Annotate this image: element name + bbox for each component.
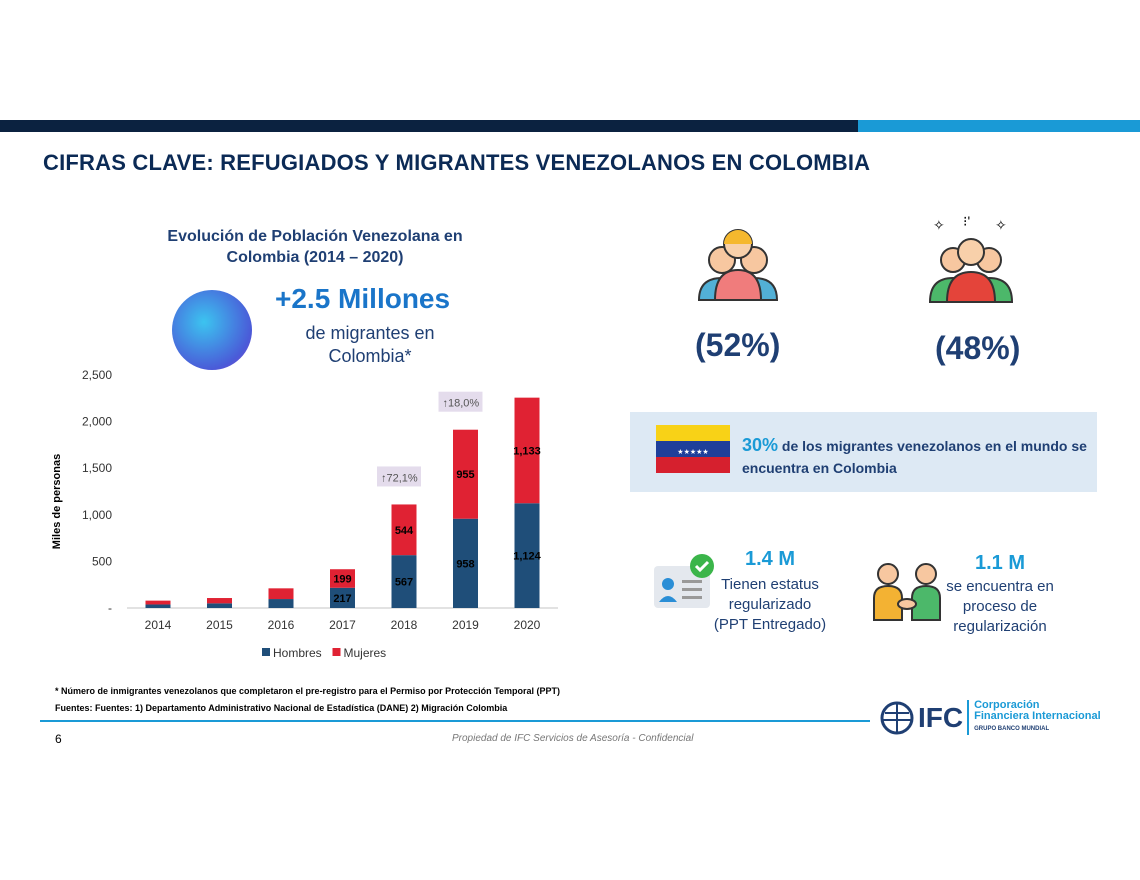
data-label: 567 xyxy=(395,577,413,589)
data-label: 958 xyxy=(456,558,474,570)
bar-hombres-2016 xyxy=(268,599,294,608)
bar-mujeres-2014 xyxy=(145,600,171,605)
svg-text:✧: ✧ xyxy=(995,217,1007,233)
bar-hombres-2014 xyxy=(145,604,171,608)
ifc-mark: IFC xyxy=(918,701,964,733)
growth-badge xyxy=(438,391,483,412)
data-label: 1,133 xyxy=(513,445,541,457)
bar-hombres-2017 xyxy=(330,587,355,608)
x-tick-label: 2020 xyxy=(514,618,541,632)
growth-label: ↑72,1% xyxy=(381,472,418,484)
page-number: 6 xyxy=(55,732,62,746)
y-tick-label: 500 xyxy=(92,554,112,568)
bar-hombres-2018 xyxy=(391,555,417,608)
header-bar-light xyxy=(858,120,1140,132)
x-tick-label: 2014 xyxy=(145,618,172,632)
x-tick-label: 2017 xyxy=(329,618,356,632)
venezuela-pct: 30% xyxy=(742,435,779,455)
y-tick-label: 2,500 xyxy=(82,368,112,382)
highlight-subtitle: de migrantes en Colombia* xyxy=(305,323,435,366)
ifc-logo: IFC Corporación Financiera Internacional G… xyxy=(880,700,1101,735)
bar-hombres-2015 xyxy=(207,603,232,608)
legend-swatch xyxy=(332,648,341,656)
id-card-check-icon xyxy=(654,554,714,608)
footnote: * Número de inmigrantes venezolanos que … xyxy=(55,686,560,696)
x-tick-label: 2019 xyxy=(452,618,479,632)
y-tick-label: 2,000 xyxy=(82,415,112,429)
migration-globe-icon xyxy=(172,290,252,370)
women-percentage: (52%) xyxy=(695,327,781,363)
header-bar-dark xyxy=(0,120,858,132)
y-tick-label: 1,000 xyxy=(82,508,112,522)
bar-mujeres-2017 xyxy=(330,569,355,588)
venezuela-stat-text: 30% de los migrantes venezolanos en el m… xyxy=(742,434,1140,479)
handshake-people-icon xyxy=(873,563,941,621)
data-label: 544 xyxy=(395,525,414,537)
growth-badge xyxy=(377,466,421,487)
venezuela-flag-icon: ★★★★★ xyxy=(656,425,730,473)
data-label: 1,124 xyxy=(513,551,541,563)
data-label: 199 xyxy=(333,574,351,586)
x-tick-label: 2016 xyxy=(268,618,295,632)
svg-text:⁝': ⁝' xyxy=(963,213,970,229)
venezuela-desc: de los migrantes venezolanos en el mundo… xyxy=(742,438,1087,476)
bar-mujeres-2018 xyxy=(391,504,417,556)
world-bank-globe-icon xyxy=(880,701,914,734)
x-tick-label: 2018 xyxy=(391,618,418,632)
footer-rule xyxy=(40,720,870,722)
svg-text:✧: ✧ xyxy=(933,217,945,233)
men-group-icon: ✧ ⁝' ✧ xyxy=(928,213,1014,303)
in-process-text: se encuentra en proceso de regularizació… xyxy=(946,578,1054,635)
in-process-value: 1.1 M xyxy=(974,552,1026,574)
stacked-bar-chart: - 500 1,000 1,500 2,000 2,500 Miles de persona… xyxy=(51,368,558,660)
y-axis-label: Miles de personas xyxy=(51,454,63,549)
bar-mujeres-2020 xyxy=(514,397,540,504)
bar-hombres-2020 xyxy=(514,503,540,608)
x-tick-label: 2015 xyxy=(206,618,233,632)
svg-text:★★★★★: ★★★★★ xyxy=(677,448,708,456)
y-tick-label: - xyxy=(108,601,112,615)
bar-mujeres-2015 xyxy=(207,598,232,604)
bar-hombres-2019 xyxy=(453,518,478,608)
data-label: 217 xyxy=(333,593,351,605)
sources: Fuentes: Fuentes: 1) Departamento Admini… xyxy=(55,703,508,713)
men-percentage: (48%) xyxy=(935,330,1021,366)
confidential-notice: Propiedad de IFC Servicios de Asesoría -… xyxy=(452,733,694,744)
legend-swatch xyxy=(262,648,270,656)
regularized-text: Tienen estatus regularizado (PPT Entrega… xyxy=(713,576,827,633)
bar-mujeres-2016 xyxy=(268,588,294,600)
highlight-value: +2.5 Millones xyxy=(275,283,451,314)
chart-title: Evolución de Población Venezolana en Col… xyxy=(167,228,463,266)
regularized-value: 1.4 M xyxy=(744,548,796,570)
women-group-icon xyxy=(697,229,779,301)
legend-label: Mujeres xyxy=(344,646,387,660)
y-tick-label: 1,500 xyxy=(82,461,112,475)
legend-label: Hombres xyxy=(273,646,322,660)
data-label: 955 xyxy=(456,469,474,481)
ifc-name: Corporación Financiera Internacional GRUPO… xyxy=(967,700,1101,735)
growth-label: ↑18,0% xyxy=(443,398,480,410)
page-title: CIFRAS CLAVE: REFUGIADOS Y MIGRANTES VEN… xyxy=(43,150,871,175)
bar-mujeres-2019 xyxy=(453,429,478,519)
